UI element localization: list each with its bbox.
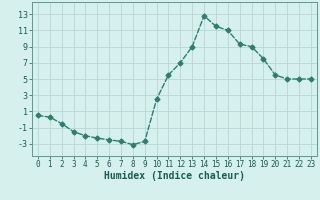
X-axis label: Humidex (Indice chaleur): Humidex (Indice chaleur) <box>104 171 245 181</box>
